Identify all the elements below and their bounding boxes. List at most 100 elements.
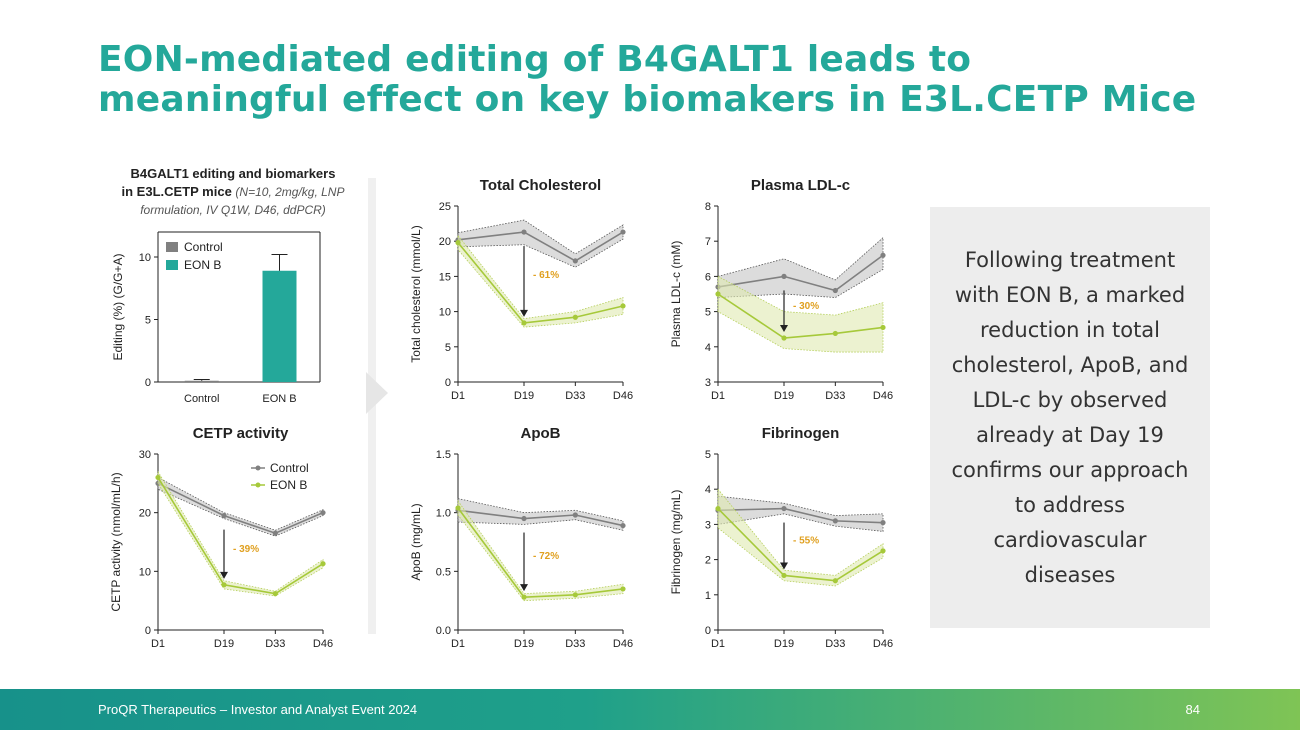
legend-marker-control xyxy=(255,465,261,471)
x-tick-label: D1 xyxy=(151,638,165,650)
series-line-eon-b xyxy=(717,507,884,582)
y-tick-label: 5 xyxy=(705,307,711,319)
x-tick-label: D1 xyxy=(451,638,465,650)
band-control xyxy=(457,498,624,531)
band-control xyxy=(717,495,884,532)
y-tick-label: 1 xyxy=(705,590,711,602)
data-point-control xyxy=(521,515,527,522)
data-point-control xyxy=(320,510,326,516)
y-tick-label: 7 xyxy=(705,236,711,248)
legend-label-control: Control xyxy=(270,461,309,475)
percent-change-label: - 55% xyxy=(793,536,819,547)
y-tick-label: 4 xyxy=(705,484,711,496)
data-point-eon-b xyxy=(572,592,578,598)
y-tick-label: 20 xyxy=(139,508,151,520)
y-tick-label: 25 xyxy=(439,201,451,213)
data-point-control xyxy=(572,258,578,264)
y-tick-label: 0 xyxy=(705,625,711,637)
band-control xyxy=(457,219,624,268)
x-tick-label: D33 xyxy=(265,638,285,650)
series-line-eon-b xyxy=(717,293,884,339)
x-tick-label: D1 xyxy=(451,390,465,402)
x-tick-label: D1 xyxy=(711,390,725,402)
editing-chart-header: B4GALT1 editing and biomarkers in E3L.CE… xyxy=(100,165,366,219)
data-point-control xyxy=(620,229,626,235)
legend-swatch-eon-b xyxy=(166,260,178,270)
chart-title: Total Cholesterol xyxy=(480,177,601,194)
x-tick-label: D46 xyxy=(613,390,633,402)
band-eon-b xyxy=(717,488,884,587)
page-number: 84 xyxy=(1185,702,1200,717)
y-tick-label: 3 xyxy=(705,377,711,389)
data-point-control xyxy=(781,273,787,279)
data-point-eon-b xyxy=(832,330,838,337)
x-tick-label: D33 xyxy=(565,638,585,650)
editing-header-line-1: B4GALT1 editing and biomarkers xyxy=(130,166,336,181)
data-point-eon-b xyxy=(781,572,787,579)
y-tick-label: 1.0 xyxy=(436,508,451,520)
footer-text: ProQR Therapeutics – Investor and Analys… xyxy=(98,702,418,717)
percent-change-label: - 30% xyxy=(793,301,819,312)
editing-header-params: (N=10, 2mg/kg, LNP xyxy=(235,185,345,199)
data-point-eon-b xyxy=(455,505,461,511)
x-tick-label: D46 xyxy=(873,390,893,402)
data-point-eon-b xyxy=(832,578,838,584)
chart-title: CETP activity xyxy=(193,425,289,442)
legend-label-eon-b: EON B xyxy=(184,258,221,272)
series-line-control xyxy=(717,507,884,524)
page-title-line-2: meaningful effect on key biomakers in E3… xyxy=(98,79,1197,120)
y-tick-label: 5 xyxy=(705,449,711,461)
apob-chart: ApoB ApoB (mg/mL) 0.0 0.5 1.0 1.5 D1 D19 D33 D46 -… xyxy=(409,425,633,650)
data-point-eon-b xyxy=(521,320,527,326)
data-point-eon-b xyxy=(155,474,161,481)
data-point-control xyxy=(832,518,838,524)
chart-title: ApoB xyxy=(521,425,561,442)
change-arrow-head xyxy=(780,325,788,332)
series-line-eon-b xyxy=(457,242,624,324)
editing-bar-chart: Editing (%) (G/G+A) 0 5 10 Control EON B Contr… xyxy=(111,231,321,405)
data-point-control xyxy=(781,505,787,512)
summary-callout: Following treatment with EON B, a marked… xyxy=(930,207,1210,628)
x-tick-label: D33 xyxy=(825,638,845,650)
x-tick-label: D19 xyxy=(214,638,234,650)
data-point-eon-b xyxy=(620,586,626,592)
x-tick-label: D19 xyxy=(774,638,794,650)
y-tick-label: 0 xyxy=(445,377,451,389)
data-point-eon-b xyxy=(455,240,461,246)
data-point-eon-b xyxy=(620,303,626,309)
x-tick-label: Control xyxy=(184,393,219,405)
y-axis-label: ApoB (mg/mL) xyxy=(409,503,423,580)
legend-label-control: Control xyxy=(184,240,223,254)
y-tick-label: 5 xyxy=(445,342,451,354)
y-tick-label: 0 xyxy=(145,377,151,389)
y-tick-label: 10 xyxy=(439,307,451,319)
data-point-eon-b xyxy=(272,591,278,597)
data-point-eon-b xyxy=(715,505,721,512)
y-tick-label: 0.5 xyxy=(436,566,451,578)
series-line-control xyxy=(717,254,884,292)
bar-eon-b xyxy=(262,270,297,382)
legend-label-eon-b: EON B xyxy=(270,478,307,492)
data-point-eon-b xyxy=(880,548,886,554)
percent-change-label: - 72% xyxy=(533,551,559,562)
data-point-eon-b xyxy=(715,291,721,297)
change-arrow-head xyxy=(220,571,228,579)
percent-change-label: - 39% xyxy=(233,544,259,555)
editing-header-line-2: in E3L.CETP mice xyxy=(121,184,232,199)
cetp-activity-chart: CETP activity CETP activity (nmol/mL/h) 0 1… xyxy=(109,425,333,650)
percent-change-label: - 61% xyxy=(533,270,559,281)
y-tick-label: 6 xyxy=(705,271,711,283)
change-arrow-head xyxy=(520,309,528,317)
x-tick-label: D19 xyxy=(774,390,794,402)
y-tick-label: 2 xyxy=(705,555,711,567)
page-title-line-1: EON-mediated editing of B4GALT1 leads to xyxy=(98,39,972,80)
data-point-control xyxy=(880,252,886,258)
editing-header-params-2: formulation, IV Q1W, D46, ddPCR) xyxy=(140,203,326,217)
y-tick-label: 10 xyxy=(139,252,151,264)
summary-callout-text: Following treatment with EON B, a marked… xyxy=(951,247,1189,587)
footer-bar: ProQR Therapeutics – Investor and Analys… xyxy=(0,689,1300,730)
y-tick-label: 20 xyxy=(439,236,451,248)
x-tick-label: D19 xyxy=(514,638,534,650)
data-point-eon-b xyxy=(221,582,227,588)
page-title: EON-mediated editing of B4GALT1 leads to… xyxy=(98,40,1278,120)
